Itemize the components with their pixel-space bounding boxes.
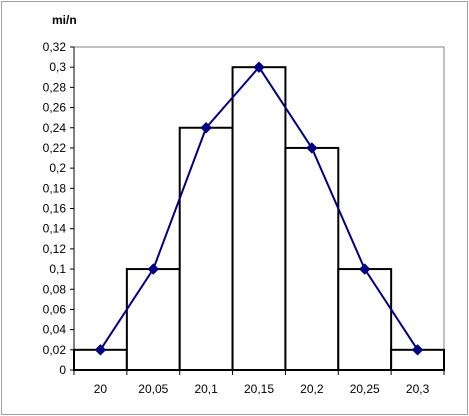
y-tick-label: 0,06	[43, 302, 67, 316]
histogram-bar	[125, 268, 181, 371]
histogram-bar	[337, 268, 393, 371]
y-tick-label: 0,1	[49, 262, 66, 276]
y-tick-label: 0,2	[49, 161, 66, 175]
data-point-marker	[200, 122, 212, 134]
y-tick-label: 0,22	[43, 141, 67, 155]
histogram-bar	[178, 126, 234, 371]
x-tick-label: 20,05	[138, 382, 168, 396]
y-tick-label: 0,18	[43, 181, 67, 195]
data-point-marker	[94, 344, 107, 356]
y-tick-label: 0,02	[43, 343, 67, 357]
x-tick-label: 20	[94, 382, 108, 396]
y-tick-label: 0,12	[43, 242, 67, 256]
y-tick-label: 0,16	[43, 202, 67, 216]
histogram-bar	[231, 66, 287, 371]
y-tick-label: 0	[59, 363, 66, 377]
data-point-marker	[253, 61, 265, 73]
y-tick-label: 0,14	[43, 222, 67, 236]
plot-area: 0 0,02 0,04 0,06 0,08 0,1 0,12 0,14 0,16 0,18 0,2 0…	[43, 40, 445, 396]
y-tick-label: 0,08	[43, 282, 67, 296]
y-tick-label: 0,3	[49, 60, 66, 74]
x-tick-label: 20,25	[350, 382, 380, 396]
x-tick-label: 20,2	[300, 382, 324, 396]
y-tick-label: 0,04	[43, 323, 67, 337]
y-axis-title: mi/n	[52, 13, 77, 27]
histogram-bar	[284, 146, 340, 371]
data-point-marker	[306, 142, 318, 154]
y-tick-label: 0,32	[43, 40, 67, 54]
data-point-marker	[147, 263, 159, 275]
y-tick-label: 0,24	[43, 121, 67, 135]
y-tick-label: 0,26	[43, 101, 67, 115]
x-tick-label: 20,1	[194, 382, 218, 396]
y-tick-label: 0,28	[43, 80, 67, 94]
x-tick-label: 20,3	[406, 382, 430, 396]
data-point-marker	[359, 263, 371, 275]
x-tick-label: 20,15	[244, 382, 274, 396]
data-point-marker	[411, 344, 424, 356]
